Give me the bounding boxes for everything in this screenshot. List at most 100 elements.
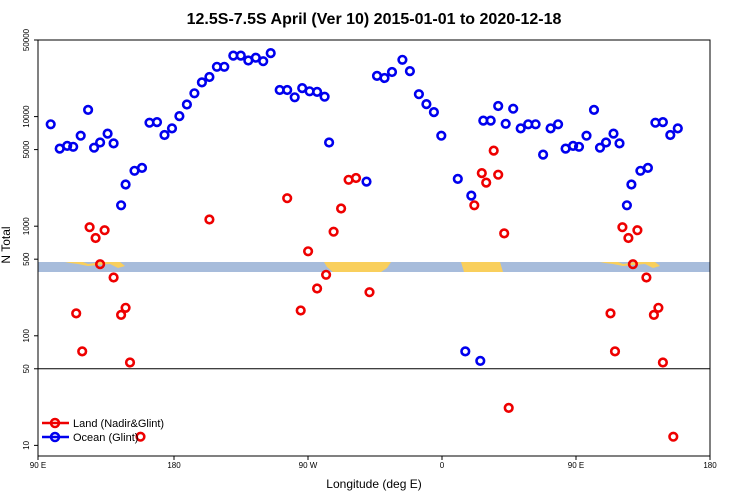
y-tick-label: 50000	[22, 28, 31, 51]
y-tick-label: 5000	[22, 140, 31, 158]
land-point	[124, 357, 136, 368]
ocean-point	[258, 56, 269, 67]
ocean-point	[413, 89, 425, 100]
ocean-point	[324, 137, 335, 148]
points-layer	[45, 47, 683, 442]
ocean-point	[108, 138, 119, 149]
land-point	[476, 168, 487, 179]
map-strip	[38, 262, 710, 272]
land-point	[282, 193, 293, 204]
ocean-point	[397, 54, 408, 65]
ocean-point	[219, 61, 230, 72]
ocean-point	[567, 140, 579, 151]
y-tick-label: 10000	[22, 105, 31, 128]
y-tick-label: 10	[22, 440, 31, 449]
ocean-point	[594, 142, 606, 153]
ocean-point	[136, 162, 148, 173]
land-point	[488, 145, 499, 156]
ocean-point	[265, 47, 276, 59]
land-shape-africa	[461, 262, 503, 272]
land-shape-new-guinea	[65, 262, 125, 268]
ocean-point	[115, 200, 127, 211]
ocean-point	[151, 116, 163, 128]
land-point	[648, 309, 660, 321]
plot-frame	[37, 39, 711, 457]
land-point	[481, 177, 492, 188]
ocean-point	[75, 130, 86, 141]
x-tick-label: 90 E	[568, 461, 584, 470]
land-point	[632, 225, 643, 236]
legend-ocean-marker	[49, 431, 61, 443]
land-point	[469, 200, 480, 211]
ocean-point	[436, 130, 447, 141]
ocean-point	[282, 84, 293, 96]
ocean-point	[600, 137, 612, 148]
land-point	[328, 226, 339, 237]
ocean-point	[174, 110, 185, 122]
land-point	[336, 203, 347, 214]
ocean-point	[672, 123, 683, 134]
land-point	[364, 287, 375, 298]
ocean-point	[94, 137, 106, 148]
ocean-point	[552, 119, 564, 130]
ocean-point	[500, 118, 511, 129]
ocean-point	[235, 50, 246, 61]
ocean-point	[460, 346, 471, 357]
land-point	[77, 346, 88, 357]
land-point	[321, 269, 332, 280]
ocean-point	[665, 129, 676, 141]
land-point	[115, 309, 127, 321]
ocean-point	[181, 99, 192, 110]
ocean-point	[361, 176, 372, 187]
ocean-point	[573, 141, 585, 152]
ocean-point	[159, 129, 170, 141]
x-tick-label: 90 W	[299, 461, 318, 470]
ocean-point	[530, 119, 541, 130]
legend: Land (Nadir&Glint) Ocean (Glint)	[42, 417, 164, 444]
land-point	[99, 225, 110, 236]
chart-title: 12.5S-7.5S April (Ver 10) 2015-01-01 to …	[187, 11, 562, 28]
ocean-point	[581, 130, 592, 141]
ocean-point	[493, 100, 504, 112]
land-point	[135, 431, 146, 442]
land-point	[653, 302, 664, 313]
ocean-point	[120, 179, 131, 190]
land-point	[71, 308, 82, 319]
land-point	[312, 283, 323, 294]
y-tick-label: 500	[22, 252, 31, 266]
land-point	[503, 402, 514, 414]
ocean-point	[428, 106, 440, 118]
ocean-point	[82, 104, 94, 115]
x-tick-label: 180	[167, 461, 181, 470]
x-tick-label: 90 E	[30, 461, 46, 470]
land-point	[84, 222, 95, 233]
land-point	[90, 232, 101, 244]
land-point	[204, 214, 215, 225]
ocean-point	[45, 119, 56, 130]
land-point	[499, 228, 510, 239]
ocean-point	[319, 91, 330, 102]
ocean-point	[88, 142, 100, 153]
y-tick-label: 1000	[22, 217, 31, 235]
land-point	[350, 172, 362, 184]
land-point	[94, 259, 106, 270]
ocean-point	[189, 88, 200, 99]
ocean-point	[196, 77, 207, 88]
y-axis: 50000 10000 5000 1000 500 100 50 10	[22, 28, 38, 450]
ocean-point	[608, 128, 619, 139]
land-point	[605, 308, 616, 319]
land-point	[617, 222, 628, 233]
ocean-point	[588, 104, 600, 115]
ocean-point	[485, 115, 496, 126]
ocean-point	[166, 123, 178, 134]
ocean-point	[642, 162, 654, 173]
ocean-point	[537, 149, 549, 160]
ocean-point	[657, 116, 669, 128]
x-axis-label: Longitude (deg E)	[326, 477, 421, 491]
land-point	[120, 302, 131, 313]
ocean-point	[204, 71, 215, 83]
land-point	[609, 346, 621, 357]
ocean-point	[102, 128, 113, 139]
